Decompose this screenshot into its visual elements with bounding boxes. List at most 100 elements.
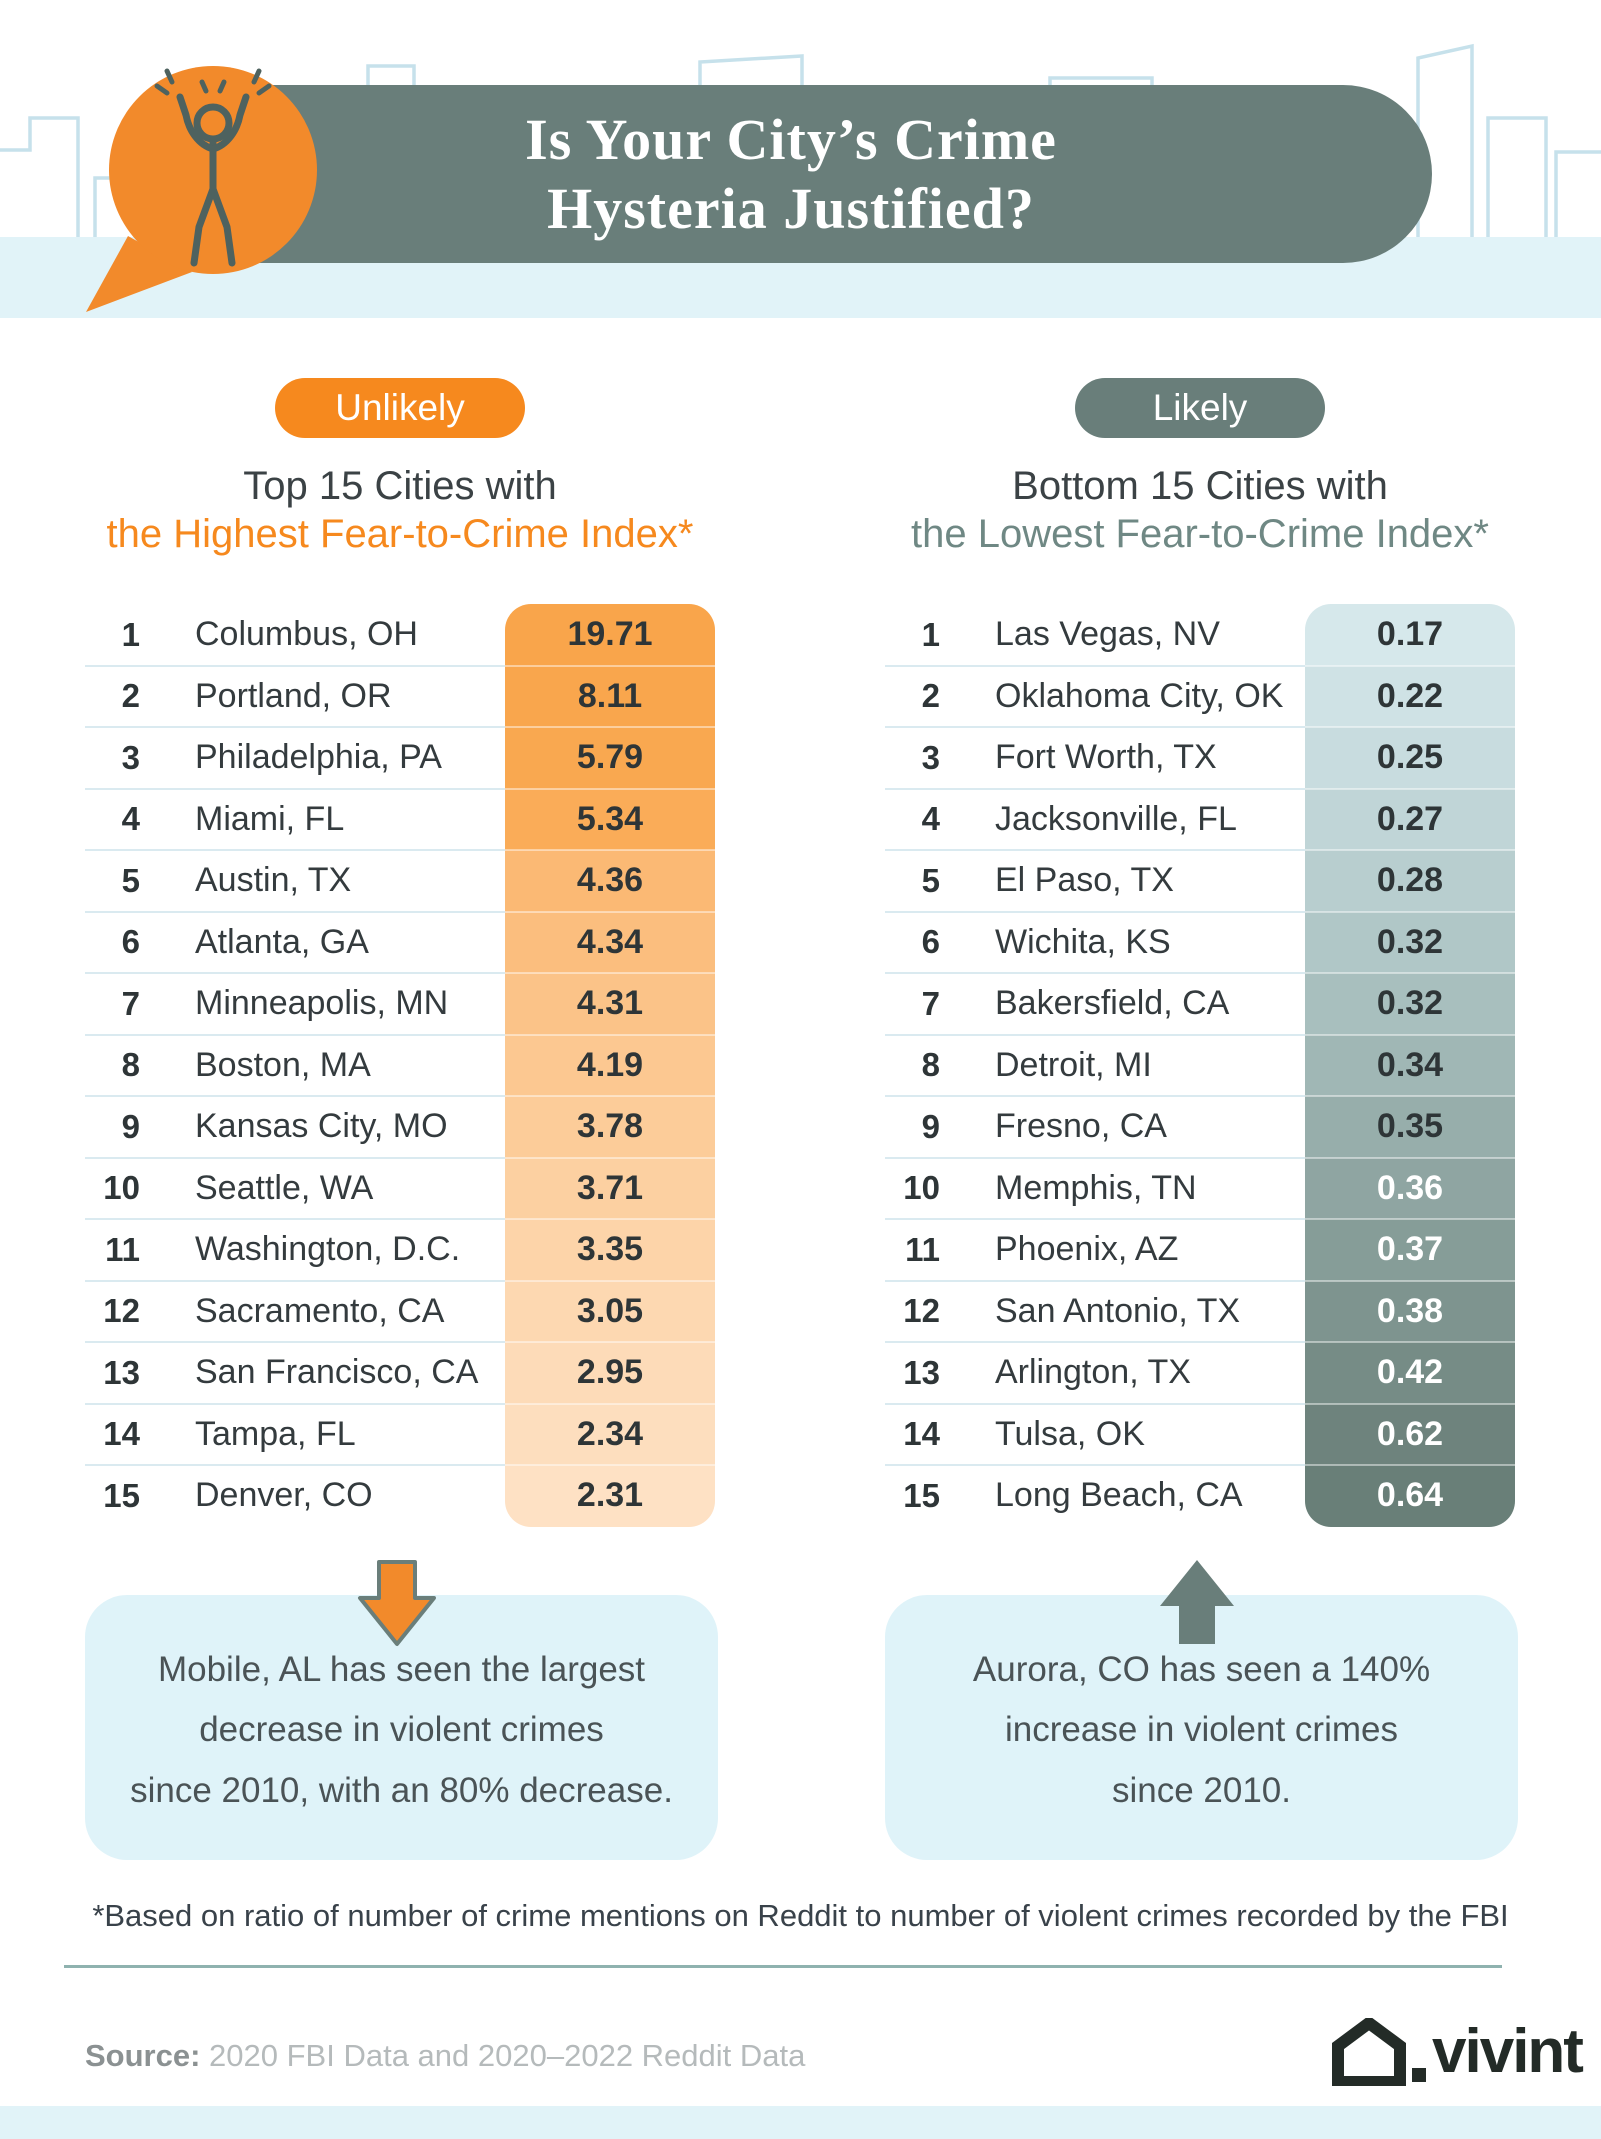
value-cell: 3.35 [505, 1219, 715, 1281]
table-row: 4 Jacksonville, FL 0.27 [885, 788, 1515, 851]
city-cell: Long Beach, CA [995, 1476, 1243, 1515]
value-cell: 0.32 [1305, 973, 1515, 1035]
row-divider [1305, 1279, 1515, 1282]
row-divider [505, 664, 715, 667]
row-divider [1305, 1033, 1515, 1036]
row-divider [1305, 849, 1515, 851]
row-divider [1305, 1402, 1515, 1405]
rank-cell: 13 [103, 1353, 140, 1391]
row-divider [85, 1341, 505, 1343]
row-divider [85, 664, 505, 667]
value-cell: 4.34 [505, 911, 715, 973]
rank-cell: 9 [921, 1107, 940, 1145]
city-cell: Washington, D.C. [195, 1230, 461, 1269]
vivint-logo: vivint [1330, 2016, 1584, 2087]
city-cell: Tampa, FL [195, 1414, 356, 1453]
row-divider [885, 1341, 1305, 1343]
rank-cell: 2 [121, 677, 140, 715]
row-divider [1305, 1156, 1515, 1159]
value-cell: 2.95 [505, 1342, 715, 1404]
row-divider [885, 1095, 1305, 1097]
row-divider [885, 787, 1305, 790]
row-divider [85, 1464, 505, 1466]
rank-cell: 10 [103, 1169, 140, 1207]
rank-cell: 11 [905, 1230, 940, 1268]
rank-cell: 13 [903, 1353, 940, 1391]
city-cell: Portland, OR [195, 676, 392, 715]
row-divider [505, 726, 715, 728]
city-cell: San Francisco, CA [195, 1353, 479, 1392]
city-cell: Las Vegas, NV [995, 615, 1220, 654]
value-cell: 3.78 [505, 1096, 715, 1158]
city-cell: Oklahoma City, OK [995, 676, 1284, 715]
callout-text: decrease in violent crimes [199, 1710, 604, 1750]
row-divider [85, 910, 505, 913]
table-row: 15 Long Beach, CA 0.64 [885, 1465, 1515, 1527]
rank-cell: 7 [921, 984, 940, 1022]
table-row: 6 Atlanta, GA 4.34 [85, 911, 715, 974]
value-cell: 0.38 [1305, 1280, 1515, 1342]
rank-cell: 8 [121, 1046, 140, 1084]
table-row: 4 Miami, FL 5.34 [85, 788, 715, 851]
value-cell: 3.71 [505, 1157, 715, 1219]
highest-index-table: 1 Columbus, OH 19.71 2 Portland, OR 8.11 3 Phil… [85, 604, 715, 1527]
table-row: 9 Fresno, CA 0.35 [885, 1096, 1515, 1159]
table-row: 15 Denver, CO 2.31 [85, 1465, 715, 1527]
city-cell: Miami, FL [195, 799, 345, 838]
table-row: 10 Memphis, TN 0.36 [885, 1157, 1515, 1220]
value-cell: 0.28 [1305, 850, 1515, 912]
row-divider [505, 1464, 715, 1466]
header-banner: Is Your City’s Crime Hysteria Justified? [150, 85, 1432, 263]
table-row: 2 Portland, OR 8.11 [85, 665, 715, 728]
row-divider [85, 849, 505, 851]
value-cell: 2.31 [505, 1465, 715, 1527]
rank-cell: 6 [921, 923, 940, 961]
row-divider [505, 1156, 715, 1159]
row-divider [505, 787, 715, 790]
value-cell: 0.42 [1305, 1342, 1515, 1404]
city-cell: Philadelphia, PA [195, 738, 442, 777]
row-divider [1305, 910, 1515, 913]
city-cell: Minneapolis, MN [195, 984, 449, 1023]
row-divider [1305, 664, 1515, 667]
left-column-header: Unlikely Top 15 Cities with the Highest … [80, 378, 720, 558]
callout-text: since 2010. [1111, 1770, 1292, 1810]
row-divider [505, 910, 715, 913]
row-divider [505, 1218, 715, 1220]
table-row: 13 San Francisco, CA 2.95 [85, 1342, 715, 1405]
row-divider [505, 972, 715, 974]
rank-cell: 15 [103, 1476, 140, 1514]
row-divider [1305, 972, 1515, 974]
table-row: 13 Arlington, TX 0.42 [885, 1342, 1515, 1405]
value-cell: 0.22 [1305, 665, 1515, 727]
row-divider [85, 1156, 505, 1159]
row-divider [885, 1033, 1305, 1036]
city-cell: Kansas City, MO [195, 1107, 448, 1146]
lowest-index-table: 1 Las Vegas, NV 0.17 2 Oklahoma City, OK 0.22… [885, 604, 1515, 1527]
logo-text: vivint [1432, 2017, 1584, 2086]
rank-cell: 3 [921, 738, 940, 776]
city-cell: Jacksonville, FL [995, 799, 1237, 838]
table-row: 9 Kansas City, MO 3.78 [85, 1096, 715, 1159]
unlikely-badge: Unlikely [275, 378, 525, 438]
city-cell: Fresno, CA [995, 1107, 1167, 1146]
right-heading-line1: Bottom 15 Cities with [1012, 464, 1388, 508]
value-cell: 2.34 [505, 1403, 715, 1465]
row-divider [1305, 1341, 1515, 1343]
row-divider [1305, 1095, 1515, 1097]
row-divider [85, 726, 505, 728]
rank-cell: 12 [103, 1292, 140, 1330]
left-heading-line2: the Highest Fear-to-Crime Index* [106, 512, 694, 556]
table-row: 11 Washington, D.C. 3.35 [85, 1219, 715, 1282]
right-callout: Aurora, CO has seen a 140% increase in v… [885, 1595, 1518, 1860]
table-row: 14 Tulsa, OK 0.62 [885, 1403, 1515, 1466]
row-divider [505, 849, 715, 851]
city-cell: Memphis, TN [995, 1168, 1197, 1207]
right-heading-line2: the Lowest Fear-to-Crime Index* [910, 512, 1489, 556]
value-cell: 3.05 [505, 1280, 715, 1342]
value-cell: 5.34 [505, 788, 715, 850]
page-title-line2: Hysteria Justified? [547, 176, 1035, 241]
value-cell: 0.25 [1305, 727, 1515, 789]
value-cell: 4.36 [505, 850, 715, 912]
up-arrow-icon [1160, 1560, 1234, 1644]
